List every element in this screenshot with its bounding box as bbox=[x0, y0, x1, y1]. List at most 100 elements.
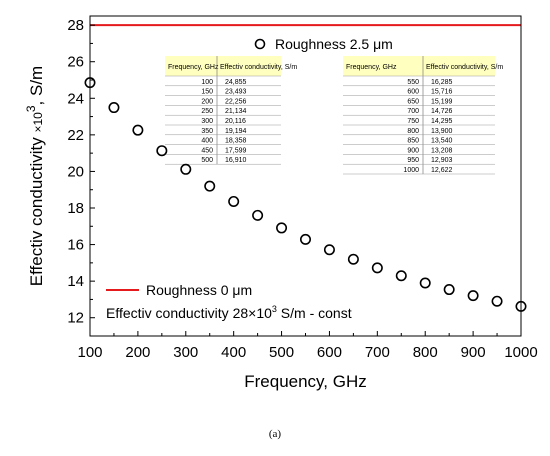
data-point bbox=[228, 195, 240, 207]
table-cell-conductivity: 16,910 bbox=[225, 157, 247, 164]
table-cell-frequency: 700 bbox=[407, 108, 419, 115]
y-tick-label: 12 bbox=[67, 310, 84, 327]
x-tick-label: 700 bbox=[365, 344, 390, 361]
table-cell-conductivity: 13,900 bbox=[431, 128, 453, 135]
y-tick-label: 20 bbox=[67, 163, 84, 180]
table-cell-frequency: 800 bbox=[407, 128, 419, 135]
data-point bbox=[467, 290, 479, 302]
table-cell-conductivity: 13,540 bbox=[431, 138, 453, 145]
table-cell-frequency: 300 bbox=[201, 118, 213, 125]
legend-marker-circle bbox=[254, 38, 266, 50]
y-axis-title-mult: ×10 bbox=[31, 112, 45, 133]
data-point bbox=[371, 262, 383, 274]
data-point bbox=[132, 124, 144, 136]
table-cell-conductivity: 14,295 bbox=[431, 118, 453, 125]
table-cell-frequency: 500 bbox=[201, 157, 213, 164]
y-tick-label: 14 bbox=[67, 273, 84, 290]
x-tick-label: 800 bbox=[413, 344, 438, 361]
data-tables: Frequency, GHz Effectiv conductivity, S/m… bbox=[165, 56, 503, 175]
y-axis-title: Effectiv conductivity ×103, S/m bbox=[24, 66, 46, 286]
data-point bbox=[323, 244, 335, 256]
data-point bbox=[276, 222, 288, 234]
table-cell-conductivity: 18,358 bbox=[225, 138, 247, 145]
y-tick-label: 26 bbox=[67, 54, 84, 71]
table-cell-frequency: 450 bbox=[201, 147, 213, 154]
data-point bbox=[180, 163, 192, 175]
data-point bbox=[204, 180, 216, 192]
data-point bbox=[491, 295, 503, 307]
x-tick-label: 200 bbox=[125, 344, 150, 361]
table-cell-frequency: 600 bbox=[407, 89, 419, 96]
y-tick-label: 24 bbox=[67, 90, 84, 107]
data-point bbox=[395, 270, 407, 282]
table-header-conductivity: Effectiv conductivity, S/m bbox=[220, 64, 297, 71]
table-cell-conductivity: 15,716 bbox=[431, 89, 453, 96]
table-cell-conductivity: 13,208 bbox=[431, 147, 453, 154]
data-point bbox=[443, 284, 455, 296]
table-header-frequency: Frequency, GHz bbox=[168, 64, 219, 71]
annotation-exp: 3 bbox=[272, 304, 277, 314]
table-cell-frequency: 900 bbox=[407, 147, 419, 154]
table-cell-conductivity: 20,116 bbox=[225, 118, 246, 125]
data-point bbox=[156, 145, 168, 157]
x-tick-label: 300 bbox=[173, 344, 198, 361]
y-axis-title-exp: 3 bbox=[24, 105, 38, 112]
table-header-bg bbox=[343, 56, 495, 76]
table-cell-frequency: 100 bbox=[201, 79, 213, 86]
table-cell-frequency: 1000 bbox=[403, 167, 419, 174]
annotation-const-conductivity: Effectiv conductivity 28×103 S/m - const bbox=[106, 304, 352, 321]
table-cell-conductivity: 16,285 bbox=[431, 79, 453, 86]
x-axis-title: Frequency, GHz bbox=[244, 372, 367, 391]
y-tick-label: 22 bbox=[67, 127, 84, 144]
annotation-main: Effectiv conductivity 28×10 bbox=[106, 305, 272, 321]
table-cell-frequency: 150 bbox=[201, 89, 213, 96]
table-cell-conductivity: 22,256 bbox=[225, 98, 247, 105]
x-tick-label: 1000 bbox=[504, 344, 537, 361]
legend-roughness-2-5: Roughness 2.5 μm bbox=[254, 36, 393, 52]
svg-text:Effectiv conductivity ×103, S/: Effectiv conductivity ×103, S/m bbox=[24, 66, 46, 286]
table-cell-conductivity: 24,855 bbox=[225, 79, 247, 86]
x-tick-label: 400 bbox=[221, 344, 246, 361]
data-point bbox=[252, 209, 264, 221]
y-tick-label: 16 bbox=[67, 237, 84, 254]
data-point bbox=[299, 233, 311, 245]
data-point bbox=[108, 102, 120, 114]
x-tick-label: 500 bbox=[269, 344, 294, 361]
table-cell-conductivity: 19,194 bbox=[225, 128, 247, 135]
legend-roughness-0: Roughness 0 μm bbox=[106, 282, 252, 298]
table-cell-conductivity: 12,903 bbox=[431, 157, 453, 164]
legend-label-roughness-0: Roughness 0 μm bbox=[146, 282, 252, 298]
legend-label-roughness-2-5: Roughness 2.5 μm bbox=[275, 36, 393, 52]
table-cell-frequency: 550 bbox=[407, 79, 419, 86]
table-header-frequency: Frequency, GHz bbox=[346, 64, 397, 71]
x-tick-label: 900 bbox=[461, 344, 486, 361]
data-point bbox=[347, 253, 359, 265]
table-header-conductivity: Effectiv conductivity, S/m bbox=[426, 64, 503, 71]
table-cell-frequency: 400 bbox=[201, 138, 213, 145]
table-cell-conductivity: 14,726 bbox=[431, 108, 453, 115]
y-tick-label: 18 bbox=[67, 200, 84, 217]
table-cell-conductivity: 12,622 bbox=[431, 167, 453, 174]
table-header-bg bbox=[165, 56, 281, 76]
table-cell-frequency: 750 bbox=[407, 118, 419, 125]
table-cell-frequency: 250 bbox=[201, 108, 213, 115]
y-tick-label: 28 bbox=[67, 17, 84, 34]
x-tick-label: 100 bbox=[77, 344, 102, 361]
table-cell-frequency: 850 bbox=[407, 138, 419, 145]
table-cell-frequency: 650 bbox=[407, 98, 419, 105]
table-cell-frequency: 950 bbox=[407, 157, 419, 164]
data-table-1: Frequency, GHz Effectiv conductivity, S/m… bbox=[165, 56, 297, 165]
table-cell-conductivity: 17,599 bbox=[225, 147, 247, 154]
data-table-2: Frequency, GHz Effectiv conductivity, S/m… bbox=[343, 56, 503, 175]
annotation-tail: S/m - const bbox=[277, 305, 352, 321]
table-cell-conductivity: 23,493 bbox=[225, 89, 247, 96]
figure-caption: (a) bbox=[268, 428, 282, 440]
table-cell-conductivity: 15,199 bbox=[431, 98, 453, 105]
table-cell-conductivity: 21,134 bbox=[225, 108, 247, 115]
table-cell-frequency: 350 bbox=[201, 128, 213, 135]
table-cell-frequency: 200 bbox=[201, 98, 213, 105]
y-axis-title-main: Effectiv conductivity bbox=[27, 133, 46, 287]
x-tick-label: 600 bbox=[317, 344, 342, 361]
y-axis-title-unit: , S/m bbox=[27, 66, 46, 106]
